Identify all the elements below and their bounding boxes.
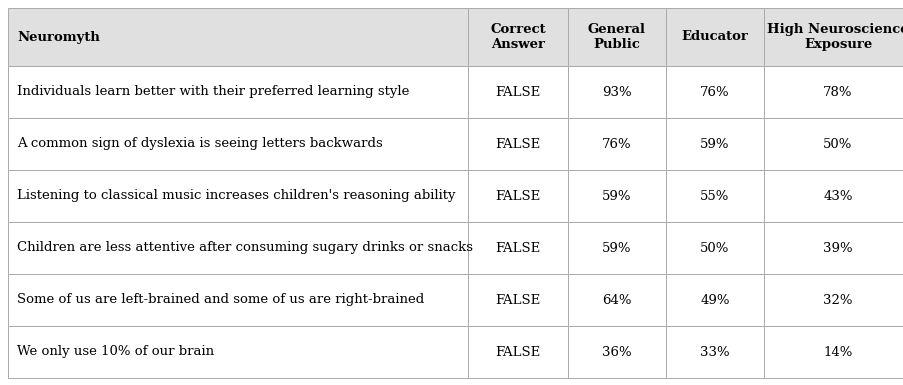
Text: 32%: 32% (823, 293, 852, 306)
Text: 78%: 78% (823, 85, 852, 99)
Bar (567, 8, 666, 66)
Text: 49%: 49% (700, 293, 729, 306)
Bar (8, 66, 468, 118)
Text: A common sign of dyslexia is seeing letters backwards: A common sign of dyslexia is seeing lett… (17, 137, 382, 151)
Bar (763, 274, 903, 326)
Text: 93%: 93% (601, 85, 631, 99)
Text: 55%: 55% (700, 189, 729, 203)
Text: Children are less attentive after consuming sugary drinks or snacks: Children are less attentive after consum… (17, 241, 472, 254)
Bar (468, 274, 567, 326)
Bar (567, 274, 666, 326)
Bar (567, 118, 666, 170)
Bar (8, 274, 468, 326)
Bar (666, 274, 763, 326)
Bar (666, 66, 763, 118)
Text: 76%: 76% (700, 85, 729, 99)
Text: High Neuroscience
Exposure: High Neuroscience Exposure (767, 23, 903, 51)
Bar (468, 8, 567, 66)
Bar (468, 222, 567, 274)
Bar (8, 118, 468, 170)
Text: FALSE: FALSE (495, 189, 540, 203)
Text: FALSE: FALSE (495, 137, 540, 151)
Bar (468, 326, 567, 378)
Bar (666, 8, 763, 66)
Text: 59%: 59% (700, 137, 729, 151)
Bar (8, 326, 468, 378)
Text: 59%: 59% (601, 189, 631, 203)
Bar (8, 222, 468, 274)
Text: 33%: 33% (700, 345, 729, 358)
Text: 14%: 14% (823, 345, 852, 358)
Text: 43%: 43% (823, 189, 852, 203)
Bar (567, 170, 666, 222)
Text: 59%: 59% (601, 241, 631, 254)
Text: Correct
Answer: Correct Answer (489, 23, 545, 51)
Text: FALSE: FALSE (495, 345, 540, 358)
Text: FALSE: FALSE (495, 241, 540, 254)
Text: 39%: 39% (823, 241, 852, 254)
Text: FALSE: FALSE (495, 293, 540, 306)
Bar (666, 222, 763, 274)
Text: 36%: 36% (601, 345, 631, 358)
Bar (763, 8, 903, 66)
Bar (763, 118, 903, 170)
Text: We only use 10% of our brain: We only use 10% of our brain (17, 345, 214, 358)
Bar (468, 170, 567, 222)
Bar (763, 326, 903, 378)
Bar (666, 170, 763, 222)
Bar (763, 66, 903, 118)
Bar (468, 118, 567, 170)
Text: FALSE: FALSE (495, 85, 540, 99)
Bar (8, 8, 468, 66)
Bar (567, 66, 666, 118)
Bar (763, 170, 903, 222)
Bar (763, 222, 903, 274)
Bar (666, 326, 763, 378)
Bar (468, 66, 567, 118)
Text: General
Public: General Public (587, 23, 646, 51)
Text: 76%: 76% (601, 137, 631, 151)
Text: Educator: Educator (681, 30, 748, 44)
Text: Neuromyth: Neuromyth (17, 30, 99, 44)
Bar (567, 222, 666, 274)
Text: Individuals learn better with their preferred learning style: Individuals learn better with their pref… (17, 85, 409, 99)
Text: 64%: 64% (601, 293, 631, 306)
Bar (8, 170, 468, 222)
Text: Listening to classical music increases children's reasoning ability: Listening to classical music increases c… (17, 189, 455, 203)
Bar (567, 326, 666, 378)
Text: 50%: 50% (823, 137, 852, 151)
Text: 50%: 50% (700, 241, 729, 254)
Bar (666, 118, 763, 170)
Text: Some of us are left-brained and some of us are right-brained: Some of us are left-brained and some of … (17, 293, 424, 306)
